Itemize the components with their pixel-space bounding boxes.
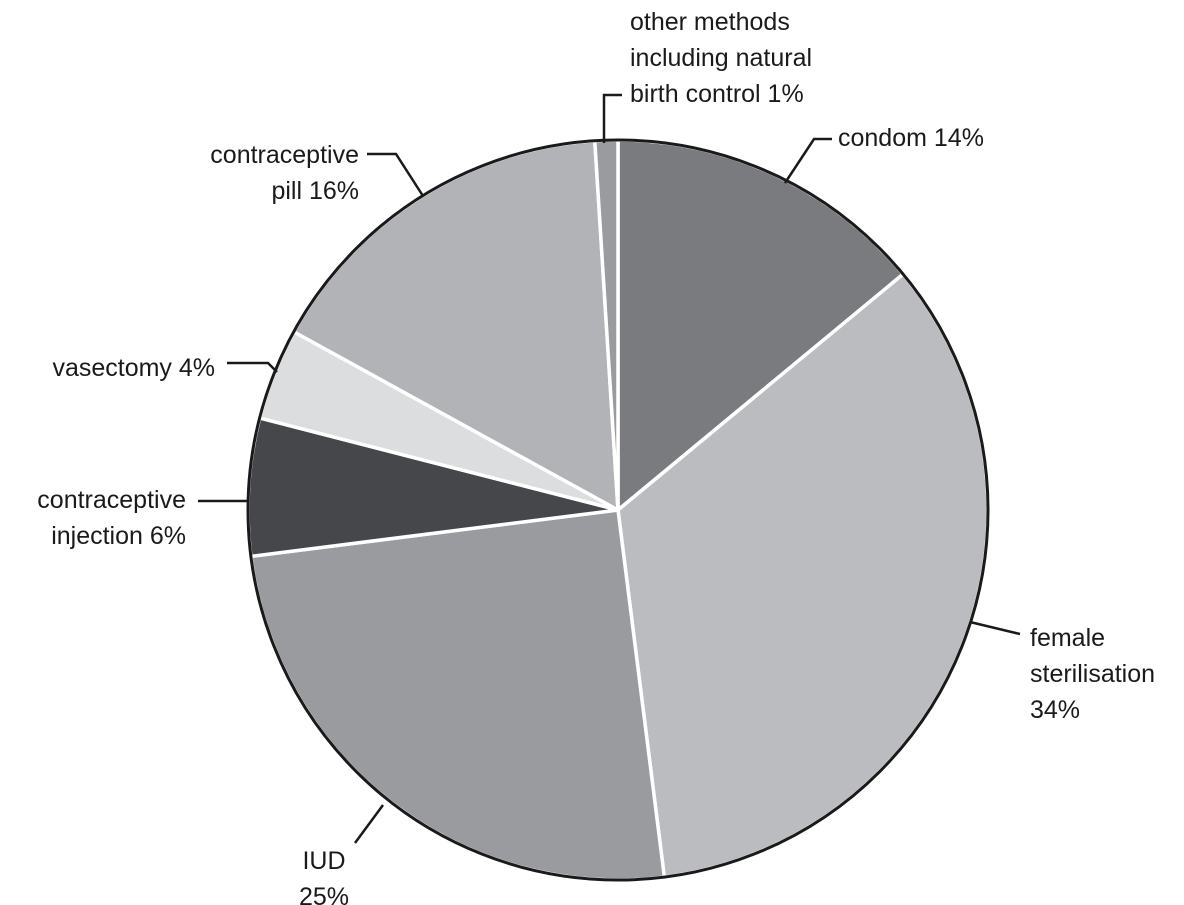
label-line: pill 16% xyxy=(271,177,359,205)
label-contraceptive-pill: contraceptive pill 16% xyxy=(210,141,359,205)
pie-slices xyxy=(246,138,990,882)
label-female-sterilisation: female sterilisation 34% xyxy=(1030,624,1155,724)
label-contraceptive-injection: contraceptive injection 6% xyxy=(37,486,186,550)
label-line: sterilisation xyxy=(1030,660,1155,688)
leader-line-iud xyxy=(353,804,385,844)
label-line: including natural xyxy=(630,44,812,72)
leader-line-female-sterilisation xyxy=(969,620,1021,636)
label-line: 34% xyxy=(1030,696,1080,724)
leader-line-contraceptive-pill xyxy=(367,152,425,197)
label-iud: IUD 25% xyxy=(299,847,349,905)
label-line: female xyxy=(1030,624,1105,652)
leader-line-vasectomy xyxy=(227,361,278,373)
label-vasectomy: vasectomy 4% xyxy=(52,354,215,382)
slice-iud xyxy=(249,508,667,882)
label-line: IUD xyxy=(302,847,345,875)
leader-line-other-methods xyxy=(602,93,622,143)
label-line: condom 14% xyxy=(838,124,984,152)
pie-outline xyxy=(246,138,990,882)
leader-line-condom xyxy=(783,137,832,184)
label-line: contraceptive xyxy=(210,141,359,169)
label-line: other methods xyxy=(630,8,790,36)
label-condom: condom 14% xyxy=(838,124,984,152)
label-line: birth control 1% xyxy=(630,80,804,108)
label-line: injection 6% xyxy=(51,522,186,550)
label-line: contraceptive xyxy=(37,486,186,514)
label-line: 25% xyxy=(299,883,349,905)
slice-labels: condom 14% female sterilisation 34% IUD 25% co… xyxy=(37,8,1155,905)
label-other-methods: other methods including natural birth cont… xyxy=(630,8,812,108)
label-line: vasectomy 4% xyxy=(52,354,215,382)
